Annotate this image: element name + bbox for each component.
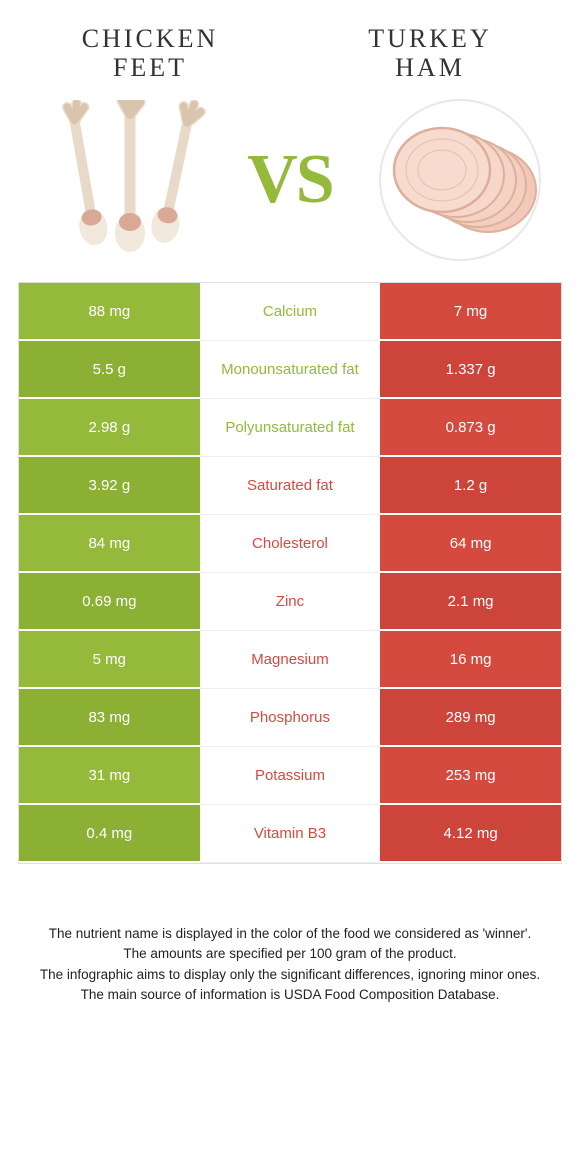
footnote-line4: The main source of information is USDA F… [30,985,550,1005]
nutrient-name: Zinc [200,573,381,631]
footnote-line2: The amounts are specified per 100 gram o… [30,944,550,964]
left-title-line2: FEET [50,54,250,83]
right-value: 253 mg [380,747,561,805]
table-row: 3.92 gSaturated fat1.2 g [19,457,561,515]
table-row: 88 mgCalcium7 mg [19,283,561,341]
right-food-title: TURKEY HAM [330,25,530,82]
right-value: 2.1 mg [380,573,561,631]
right-value: 4.12 mg [380,805,561,863]
left-value: 88 mg [19,283,200,341]
nutrient-name: Calcium [200,283,381,341]
nutrient-name: Saturated fat [200,457,381,515]
table-row: 5.5 gMonounsaturated fat1.337 g [19,341,561,399]
nutrient-name: Potassium [200,747,381,805]
right-value: 289 mg [380,689,561,747]
nutrient-name: Polyunsaturated fat [200,399,381,457]
footnote: The nutrient name is displayed in the co… [0,864,580,1005]
right-value: 0.873 g [380,399,561,457]
left-value: 5 mg [19,631,200,689]
left-value: 31 mg [19,747,200,805]
vs-label: VS [247,140,332,220]
right-value: 7 mg [380,283,561,341]
right-value: 64 mg [380,515,561,573]
table-row: 83 mgPhosphorus289 mg [19,689,561,747]
turkey-ham-image [365,95,555,265]
nutrient-name: Magnesium [200,631,381,689]
right-value: 1.2 g [380,457,561,515]
left-value: 2.98 g [19,399,200,457]
table-row: 0.69 mgZinc2.1 mg [19,573,561,631]
table-row: 0.4 mgVitamin B34.12 mg [19,805,561,863]
images-row: VS [0,82,580,282]
footnote-line3: The infographic aims to display only the… [30,965,550,985]
left-value: 84 mg [19,515,200,573]
left-value: 3.92 g [19,457,200,515]
left-food-title: CHICKEN FEET [50,25,250,82]
header: CHICKEN FEET TURKEY HAM [0,0,580,82]
left-title-line1: CHICKEN [50,25,250,54]
nutrient-name: Cholesterol [200,515,381,573]
nutrient-name: Monounsaturated fat [200,341,381,399]
nutrient-name: Vitamin B3 [200,805,381,863]
chicken-feet-image [25,95,215,265]
table-row: 2.98 gPolyunsaturated fat0.873 g [19,399,561,457]
left-value: 5.5 g [19,341,200,399]
right-title: TURKEY HAM [330,25,530,82]
left-value: 0.4 mg [19,805,200,863]
nutrient-name: Phosphorus [200,689,381,747]
left-value: 83 mg [19,689,200,747]
right-value: 16 mg [380,631,561,689]
right-value: 1.337 g [380,341,561,399]
footnote-line1: The nutrient name is displayed in the co… [30,924,550,944]
left-value: 0.69 mg [19,573,200,631]
table-row: 31 mgPotassium253 mg [19,747,561,805]
table-row: 5 mgMagnesium16 mg [19,631,561,689]
comparison-table: 88 mgCalcium7 mg5.5 gMonounsaturated fat… [18,282,562,864]
table-row: 84 mgCholesterol64 mg [19,515,561,573]
